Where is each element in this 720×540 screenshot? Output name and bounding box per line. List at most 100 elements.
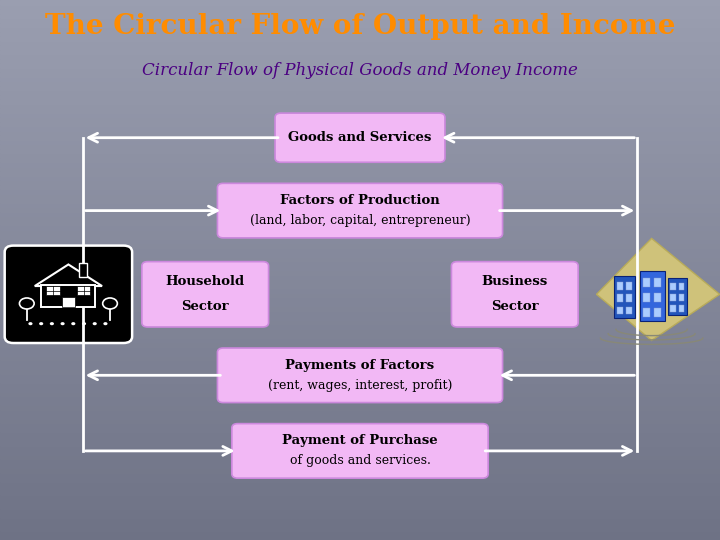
FancyBboxPatch shape: [79, 263, 87, 277]
Bar: [0, 374, 720, 378]
Text: Payments of Factors: Payments of Factors: [285, 359, 435, 372]
Bar: [0, 252, 720, 256]
Text: Factors of Production: Factors of Production: [280, 194, 440, 207]
Bar: [0, 297, 720, 301]
Bar: [0, 9, 720, 14]
Bar: [0, 500, 720, 504]
Bar: [0, 266, 720, 270]
Bar: [0, 396, 720, 401]
FancyBboxPatch shape: [654, 293, 661, 302]
FancyBboxPatch shape: [640, 272, 665, 321]
Bar: [0, 405, 720, 409]
Bar: [0, 135, 720, 139]
Bar: [0, 212, 720, 216]
Text: Goods and Services: Goods and Services: [288, 131, 432, 144]
Bar: [0, 342, 720, 347]
Bar: [0, 220, 720, 225]
Bar: [0, 284, 720, 288]
Bar: [0, 162, 720, 166]
Polygon shape: [35, 265, 102, 286]
FancyBboxPatch shape: [626, 307, 632, 314]
FancyBboxPatch shape: [679, 305, 684, 312]
Bar: [0, 333, 720, 338]
FancyBboxPatch shape: [643, 279, 649, 287]
Bar: [0, 94, 720, 99]
Bar: [0, 477, 720, 482]
Bar: [0, 112, 720, 117]
FancyBboxPatch shape: [232, 423, 488, 478]
Bar: [0, 418, 720, 423]
Bar: [0, 45, 720, 50]
Bar: [0, 72, 720, 77]
Bar: [0, 189, 720, 193]
Bar: [0, 126, 720, 131]
Bar: [0, 279, 720, 284]
FancyBboxPatch shape: [679, 294, 684, 301]
FancyBboxPatch shape: [77, 286, 91, 295]
Bar: [0, 355, 720, 360]
Bar: [0, 347, 720, 351]
Bar: [0, 301, 720, 306]
Bar: [0, 77, 720, 81]
Bar: [0, 328, 720, 333]
Bar: [0, 306, 720, 310]
Bar: [0, 185, 720, 189]
Bar: [0, 31, 720, 36]
Bar: [0, 517, 720, 522]
Bar: [0, 153, 720, 158]
Bar: [0, 108, 720, 112]
Circle shape: [50, 322, 54, 325]
Text: Business: Business: [482, 275, 548, 288]
FancyBboxPatch shape: [654, 308, 661, 317]
Circle shape: [93, 322, 96, 325]
Bar: [0, 378, 720, 382]
Bar: [0, 99, 720, 104]
Bar: [0, 293, 720, 297]
Bar: [0, 131, 720, 135]
Bar: [0, 288, 720, 293]
Bar: [0, 247, 720, 252]
FancyBboxPatch shape: [616, 282, 623, 289]
Text: Payment of Purchase: Payment of Purchase: [282, 434, 438, 448]
Bar: [0, 409, 720, 414]
FancyBboxPatch shape: [62, 297, 75, 307]
Bar: [0, 85, 720, 90]
Bar: [0, 320, 720, 324]
Bar: [0, 463, 720, 468]
Circle shape: [82, 322, 86, 325]
FancyBboxPatch shape: [670, 294, 675, 301]
Bar: [0, 459, 720, 463]
FancyBboxPatch shape: [626, 282, 632, 289]
FancyBboxPatch shape: [46, 286, 60, 295]
Text: Sector: Sector: [181, 300, 229, 313]
Bar: [0, 230, 720, 234]
Bar: [0, 338, 720, 342]
Text: (land, labor, capital, entrepreneur): (land, labor, capital, entrepreneur): [250, 214, 470, 227]
FancyBboxPatch shape: [217, 348, 503, 403]
Bar: [0, 261, 720, 266]
Bar: [0, 202, 720, 207]
Bar: [0, 536, 720, 540]
Bar: [0, 104, 720, 108]
FancyBboxPatch shape: [614, 276, 635, 318]
Bar: [0, 504, 720, 509]
Bar: [0, 364, 720, 369]
Bar: [0, 180, 720, 185]
FancyBboxPatch shape: [668, 278, 687, 315]
Bar: [0, 490, 720, 495]
Bar: [0, 216, 720, 220]
Bar: [0, 455, 720, 459]
Bar: [0, 144, 720, 148]
Bar: [0, 436, 720, 441]
Bar: [0, 256, 720, 261]
Bar: [0, 509, 720, 513]
Text: of goods and services.: of goods and services.: [289, 454, 431, 468]
Bar: [0, 207, 720, 212]
Bar: [0, 446, 720, 450]
Bar: [0, 166, 720, 171]
Bar: [0, 414, 720, 418]
Bar: [0, 90, 720, 94]
Text: (rent, wages, interest, profit): (rent, wages, interest, profit): [268, 379, 452, 392]
Circle shape: [71, 322, 76, 325]
FancyBboxPatch shape: [679, 284, 684, 290]
